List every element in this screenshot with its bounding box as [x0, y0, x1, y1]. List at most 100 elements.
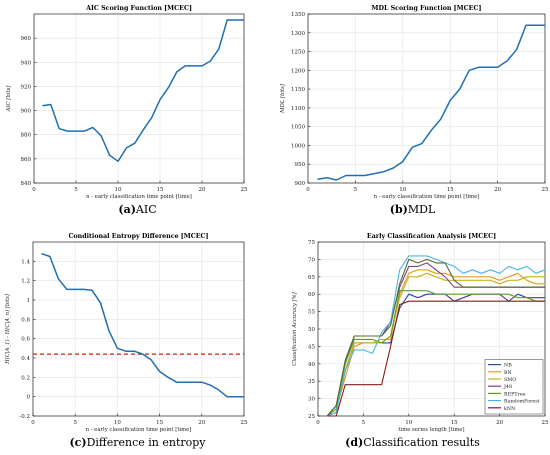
- legend-label: NB: [504, 363, 512, 369]
- y-tick-label: 50: [308, 327, 315, 333]
- y-tick-label: 940: [21, 60, 32, 66]
- caption-aic-text: AIC: [135, 203, 157, 216]
- series-line-0: [42, 19, 244, 163]
- y-tick-label: 1300: [291, 31, 305, 37]
- x-axis-label: n - early classification time point [tim…: [374, 194, 480, 200]
- legend-label: kNN: [504, 406, 515, 412]
- caption-entropy-letter: (c): [69, 436, 87, 449]
- x-tick-label: 5: [354, 187, 358, 193]
- y-tick-label: 0.8: [21, 317, 30, 323]
- y-axis-label: H(C|A_1) - H(C|A_n) [bits]: [4, 293, 11, 365]
- series-line-0: [317, 24, 545, 181]
- legend-label: RandomForest: [504, 399, 540, 405]
- y-tick-label: 0.6: [21, 337, 30, 343]
- y-tick-label: 1150: [291, 87, 305, 93]
- caption-mdl-letter: (b): [389, 203, 408, 216]
- y-tick-label: 1250: [291, 50, 305, 56]
- series-line-reptree: [326, 290, 545, 417]
- y-tick-label: 1200: [291, 68, 305, 74]
- legend-label: REPTree: [504, 391, 526, 397]
- legend-label: SMO: [504, 377, 516, 383]
- caption-mdl: (b)MDL: [275, 203, 550, 216]
- y-tick-label: 55: [308, 310, 315, 316]
- y-tick-label: 950: [295, 162, 306, 168]
- legend-label: J48: [503, 384, 512, 390]
- y-tick-label: 920: [21, 84, 32, 90]
- legend-box: [484, 359, 544, 415]
- x-tick-label: 15: [451, 420, 458, 426]
- y-tick-label: 0.2: [21, 375, 30, 381]
- x-tick-label: 25: [542, 420, 549, 426]
- x-tick-label: 5: [74, 187, 78, 193]
- x-tick-label: 25: [241, 420, 248, 426]
- caption-aic: (a)AIC: [0, 203, 275, 216]
- accuracy-chart: 0 5 10 15 20 25 25 30 35 40 45 50 55 60 65 70 75 Early Cl…: [292, 233, 549, 433]
- x-tick-label: 20: [198, 420, 205, 426]
- x-tick-label: 10: [405, 420, 412, 426]
- plot-area: [33, 242, 244, 416]
- x-tick-label: 0: [316, 420, 320, 426]
- plot-area: [308, 14, 545, 183]
- x-tick-label: 10: [115, 187, 122, 193]
- x-axis-label: time series length [time]: [398, 427, 464, 432]
- x-axis-label: n - early classification time point [tim…: [86, 427, 192, 432]
- y-tick-label: 25: [308, 414, 315, 420]
- chart-panel-aic: 0 5 10 15 20 25 840 860 880 900 920 940 960 AIC Scori…: [0, 0, 275, 200]
- x-tick-label: 20: [496, 420, 503, 426]
- y-tick-label: 960: [21, 36, 32, 42]
- y-tick-label: -0.2: [19, 414, 30, 420]
- caption-accuracy: (d)Classification results: [275, 436, 550, 449]
- y-tick-label: 1.2: [21, 279, 30, 285]
- x-tick-label: 10: [114, 420, 121, 426]
- y-tick-label: 860: [21, 157, 32, 163]
- x-tick-label: 0: [31, 420, 35, 426]
- y-tick-label: 1100: [291, 106, 305, 112]
- mdl-chart: 0 5 10 15 20 25 900 950 1000 1050 1100 1150 1200 1250…: [280, 5, 549, 200]
- x-tick-label: 15: [447, 187, 454, 193]
- series-line-knn: [327, 300, 545, 417]
- caption-aic-letter: (a): [118, 203, 136, 216]
- series-line-smo: [326, 272, 545, 417]
- y-tick-label: 900: [295, 181, 306, 187]
- x-tick-label: 15: [156, 420, 163, 426]
- chart-title: MDL Scoring Function [MCEC]: [372, 5, 482, 12]
- y-axis-label: MDL [bits]: [280, 83, 286, 114]
- axes-frame: [307, 13, 546, 184]
- y-tick-label: 1050: [291, 125, 305, 131]
- x-tick-label: 0: [32, 187, 36, 193]
- y-tick-label: 45: [308, 344, 315, 350]
- x-tick-label: 5: [362, 420, 366, 426]
- y-tick-label: 840: [21, 181, 32, 187]
- axes-frame: [32, 241, 245, 417]
- series-line-0: [41, 252, 244, 398]
- x-tick-label: 20: [199, 187, 206, 193]
- y-tick-label: 75: [308, 240, 315, 246]
- chart-title: Conditional Entropy Difference [MCEC]: [68, 233, 208, 240]
- x-tick-label: 10: [399, 187, 406, 193]
- legend-label: BN: [504, 370, 512, 376]
- y-tick-label: 880: [21, 133, 32, 139]
- entropy-chart: 0 5 10 15 20 25-0.200.20.40.60.811.21.4Condit…: [4, 233, 248, 433]
- x-axis-label: n - early classification time point [tim…: [86, 194, 192, 200]
- y-tick-label: 65: [308, 275, 315, 281]
- y-axis-label: Classification Accuracy [%]: [292, 291, 298, 365]
- caption-mdl-text: MDL: [407, 203, 436, 216]
- caption-accuracy-text: Classification results: [363, 436, 480, 449]
- chart-panel-mdl: 0 5 10 15 20 25 900 950 1000 1050 1100 1150 1200 1250…: [275, 0, 550, 200]
- y-tick-label: 1000: [291, 143, 305, 149]
- x-tick-label: 25: [241, 187, 248, 193]
- y-tick-label: 1: [27, 298, 31, 304]
- caption-entropy-text: Difference in entropy: [86, 436, 206, 449]
- y-tick-label: 60: [308, 292, 315, 298]
- y-axis-label: AIC [bits]: [6, 85, 12, 113]
- x-tick-label: 5: [73, 420, 77, 426]
- axes-frame: [33, 13, 245, 184]
- x-tick-label: 20: [494, 187, 501, 193]
- y-tick-label: 0: [27, 395, 31, 401]
- caption-accuracy-letter: (d): [345, 436, 364, 449]
- plot-area: [34, 14, 244, 183]
- x-tick-label: 15: [157, 187, 164, 193]
- y-tick-label: 1.4: [21, 259, 30, 265]
- y-tick-label: 1350: [291, 12, 305, 18]
- series-line-7: [326, 258, 545, 417]
